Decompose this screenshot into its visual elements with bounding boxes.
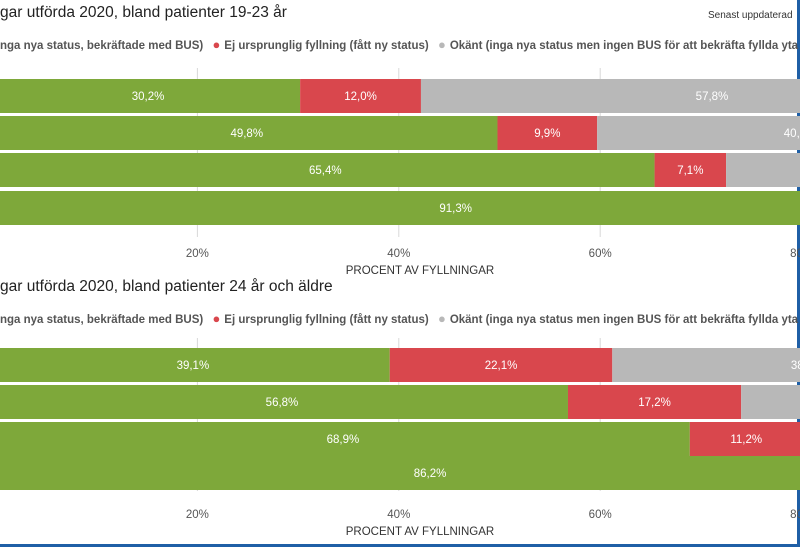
legend-item-unknown: ● Okänt (inga nya status men ingen BUS fö…	[437, 37, 799, 52]
x-axis-label: PROCENT AV FYLLNINGAR	[346, 526, 494, 538]
data-label: 7,1%	[677, 165, 703, 177]
bar-segment	[300, 79, 421, 113]
bar-segment	[726, 153, 800, 187]
legend-dot-red-icon: ●	[212, 37, 221, 52]
chart-1-legend: nga nya status, bekräftade med BUS) ● Ej …	[0, 37, 800, 52]
data-label: 56,8%	[266, 397, 299, 409]
bar-segment	[597, 116, 800, 150]
legend-dot-gray-icon: ●	[437, 311, 446, 326]
data-label: 49,8%	[230, 128, 263, 140]
x-tick-label: 40%	[387, 509, 410, 521]
bar-segment	[0, 153, 655, 187]
data-label: 65,4%	[309, 165, 342, 177]
bar-segment	[0, 116, 498, 150]
bar-segment	[420, 79, 800, 113]
x-tick-label: 60%	[589, 509, 612, 521]
bar-segment	[654, 153, 727, 187]
x-axis-label: PROCENT AV FYLLNINGAR	[346, 265, 494, 277]
data-label: 22,1%	[485, 360, 518, 372]
bar-segment	[0, 191, 800, 225]
data-label: 68,9%	[327, 434, 360, 446]
data-label: 86,2%	[414, 468, 447, 480]
chart-1-title: gar utförda 2020, bland patienter 19-23 …	[0, 4, 287, 21]
data-label: 38,7%	[791, 360, 800, 372]
chart-2-plot: 39,1%22,1%38,7%56,8%17,2%26,068,9%11,2%8…	[0, 338, 800, 538]
data-label: 17,2%	[638, 397, 671, 409]
bar-segment	[612, 348, 800, 382]
x-tick-label: 60%	[589, 248, 612, 260]
legend-item-unknown: ● Okänt (inga nya status men ingen BUS fö…	[437, 311, 799, 326]
legend-dot-red-icon: ●	[212, 311, 221, 326]
data-label: 9,9%	[534, 128, 560, 140]
bar-segment	[567, 385, 742, 419]
x-tick-label: 40%	[387, 248, 410, 260]
data-label: 30,2%	[132, 91, 165, 103]
legend-item-confirmed: nga nya status, bekräftade med BUS)	[0, 314, 204, 326]
legend-item-confirmed: nga nya status, bekräftade med BUS)	[0, 40, 204, 52]
legend-item-not-original: ● Ej ursprunglig fyllning (fått ny status…	[212, 311, 429, 326]
data-label: 11,2%	[730, 434, 762, 446]
legend-dot-gray-icon: ●	[437, 37, 446, 52]
data-label: 39,1%	[177, 360, 210, 372]
last-updated-label: Senast uppdaterad	[708, 10, 793, 21]
x-tick-label: 20%	[186, 248, 209, 260]
x-tick-label: 80%	[790, 509, 800, 521]
chart-1-plot: 30,2%12,0%57,8%49,8%9,9%40,3%65,4%7,1%27…	[0, 68, 800, 277]
data-label: 12,0%	[344, 91, 377, 103]
x-tick-label: 20%	[186, 509, 209, 521]
bar-segment	[0, 385, 568, 419]
bar-segment	[0, 79, 301, 113]
bar-segment	[689, 422, 800, 456]
x-tick-label: 80%	[790, 248, 800, 260]
chart-2-legend: nga nya status, bekräftade med BUS) ● Ej …	[0, 311, 800, 326]
chart-2-title: gar utförda 2020, bland patienter 24 år …	[0, 278, 333, 295]
bar-segment	[741, 385, 800, 419]
data-label: 91,3%	[439, 203, 472, 215]
bar-segment	[0, 456, 800, 490]
legend-item-not-original: ● Ej ursprunglig fyllning (fått ny status…	[212, 37, 429, 52]
bar-segment	[497, 116, 598, 150]
data-label: 40,3%	[784, 128, 800, 140]
bar-segment	[389, 348, 613, 382]
data-label: 57,8%	[696, 91, 729, 103]
bar-segment	[0, 348, 390, 382]
bar-segment	[0, 422, 690, 456]
